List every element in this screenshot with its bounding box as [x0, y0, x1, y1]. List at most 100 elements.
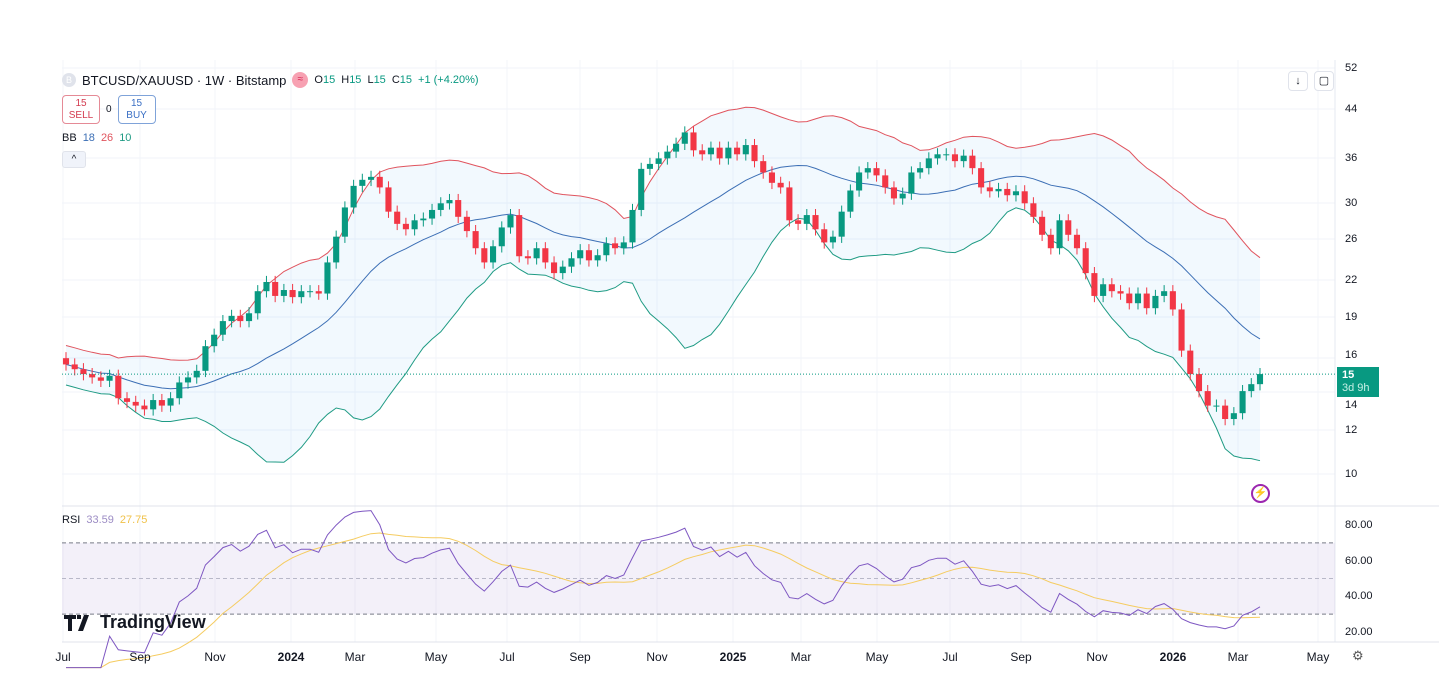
- candle-body: [699, 150, 706, 155]
- candle-body: [211, 334, 218, 347]
- market-closed-icon[interactable]: ≈: [292, 72, 309, 88]
- candle-body: [280, 290, 287, 296]
- candle-body: [1239, 391, 1246, 414]
- price-tick-label: 22: [1345, 274, 1358, 286]
- bb-name: BB: [62, 132, 77, 144]
- candle-body: [716, 147, 723, 159]
- candle-body: [1230, 413, 1237, 420]
- candle-body: [472, 231, 479, 249]
- candle-body: [681, 132, 688, 144]
- candle-body: [516, 215, 523, 257]
- candle-body: [228, 315, 235, 322]
- time-tick-label: Mar: [790, 650, 812, 664]
- bb-basis-value: 18: [82, 132, 95, 144]
- candle-body: [106, 375, 113, 381]
- candle-body: [585, 250, 592, 261]
- sell-button[interactable]: 15 SELL: [62, 95, 100, 124]
- bb-fill: [66, 107, 1260, 463]
- chart-tools: ↓ ▢: [1288, 71, 1334, 91]
- candle-body: [481, 248, 488, 263]
- time-tick-label: 2026: [1159, 650, 1187, 664]
- candle-body: [568, 258, 575, 267]
- time-tick-label: Nov: [1086, 650, 1108, 664]
- candle-body: [1213, 405, 1220, 407]
- candle-body: [71, 364, 78, 370]
- candle-body: [184, 377, 192, 383]
- fullscreen-icon: ▢: [1318, 75, 1330, 87]
- candle-body: [742, 145, 749, 155]
- bar-countdown: 3d 9h: [1342, 382, 1370, 394]
- sell-price: 15: [75, 98, 87, 109]
- chevron-up-icon: ^: [71, 154, 77, 165]
- rsi-tick-label: 80.00: [1345, 519, 1373, 531]
- candle-body: [62, 358, 70, 365]
- tradingview-logo[interactable]: TradingView: [64, 612, 206, 633]
- candle-body: [141, 405, 148, 410]
- candle-body: [324, 262, 331, 294]
- rsi-tick-label: 40.00: [1345, 590, 1373, 603]
- candle-body: [646, 163, 653, 169]
- candle-body: [80, 369, 87, 375]
- settings-gear-icon[interactable]: ⚙: [1352, 648, 1364, 663]
- candle-body: [202, 346, 209, 371]
- candle-body: [847, 190, 854, 212]
- candle-body: [786, 187, 793, 221]
- close-label: C: [391, 74, 400, 86]
- candle-body: [1169, 291, 1176, 310]
- candle-body: [1248, 384, 1255, 392]
- time-tick-label: Sep: [1010, 650, 1032, 664]
- candle-body: [542, 248, 549, 263]
- candle-body: [734, 147, 741, 155]
- download-button[interactable]: ↓: [1288, 71, 1308, 91]
- candle-body: [1204, 391, 1211, 406]
- buy-button[interactable]: 15 BUY: [117, 95, 156, 124]
- candle-body: [1143, 293, 1150, 309]
- bb-legend[interactable]: BB 18 26 10: [62, 132, 131, 144]
- candle-body: [1195, 374, 1203, 392]
- candle-body: [446, 200, 453, 204]
- candle-body: [1100, 284, 1107, 296]
- candle-body: [1161, 291, 1168, 296]
- collapse-legend-button[interactable]: ^: [62, 151, 86, 168]
- buy-label: BUY: [126, 110, 147, 121]
- bb-basis-line: [65, 164, 1261, 390]
- price-tick-label: 30: [1345, 197, 1358, 209]
- candle-body: [620, 242, 627, 249]
- candle-body: [795, 220, 802, 224]
- time-tick-label: Mar: [344, 650, 366, 664]
- rsi-ma-value: 27.75: [119, 514, 148, 526]
- candle-body: [864, 168, 871, 173]
- candle-body: [638, 168, 645, 210]
- candle-body: [655, 158, 662, 164]
- flash-icon[interactable]: ⚡: [1251, 484, 1270, 503]
- candle-body: [272, 281, 279, 296]
- candle-body: [333, 236, 340, 263]
- rsi-legend[interactable]: RSI 33.59 27.75: [62, 514, 147, 526]
- candle-body: [367, 176, 375, 180]
- candle-body: [158, 400, 165, 406]
- candle-body: [1091, 273, 1098, 296]
- candle-body: [960, 155, 967, 162]
- rsi-value: 33.59: [86, 514, 114, 526]
- open-label: O: [314, 74, 323, 86]
- rsi-name: RSI: [62, 514, 81, 526]
- candle-body: [1256, 374, 1264, 385]
- fullscreen-button[interactable]: ▢: [1314, 71, 1334, 91]
- candle-body: [1082, 248, 1089, 274]
- candle-body: [219, 321, 226, 335]
- symbol-title[interactable]: BTCUSD/XAUUSD · 1W · Bitstamp: [82, 72, 287, 88]
- candle-body: [969, 155, 976, 169]
- candle-body: [97, 377, 104, 381]
- open-value: 15: [322, 74, 336, 86]
- candle-body: [777, 182, 784, 188]
- candle-body: [1039, 216, 1046, 235]
- candle-body: [385, 187, 392, 212]
- candle-body: [978, 168, 985, 188]
- candle-body: [254, 291, 261, 314]
- candle-body: [664, 151, 671, 159]
- sell-label: SELL: [68, 110, 94, 121]
- change-value: +1 (+4.20%): [418, 74, 479, 86]
- price-tick-label: 16: [1345, 349, 1358, 361]
- candle-body: [890, 187, 898, 199]
